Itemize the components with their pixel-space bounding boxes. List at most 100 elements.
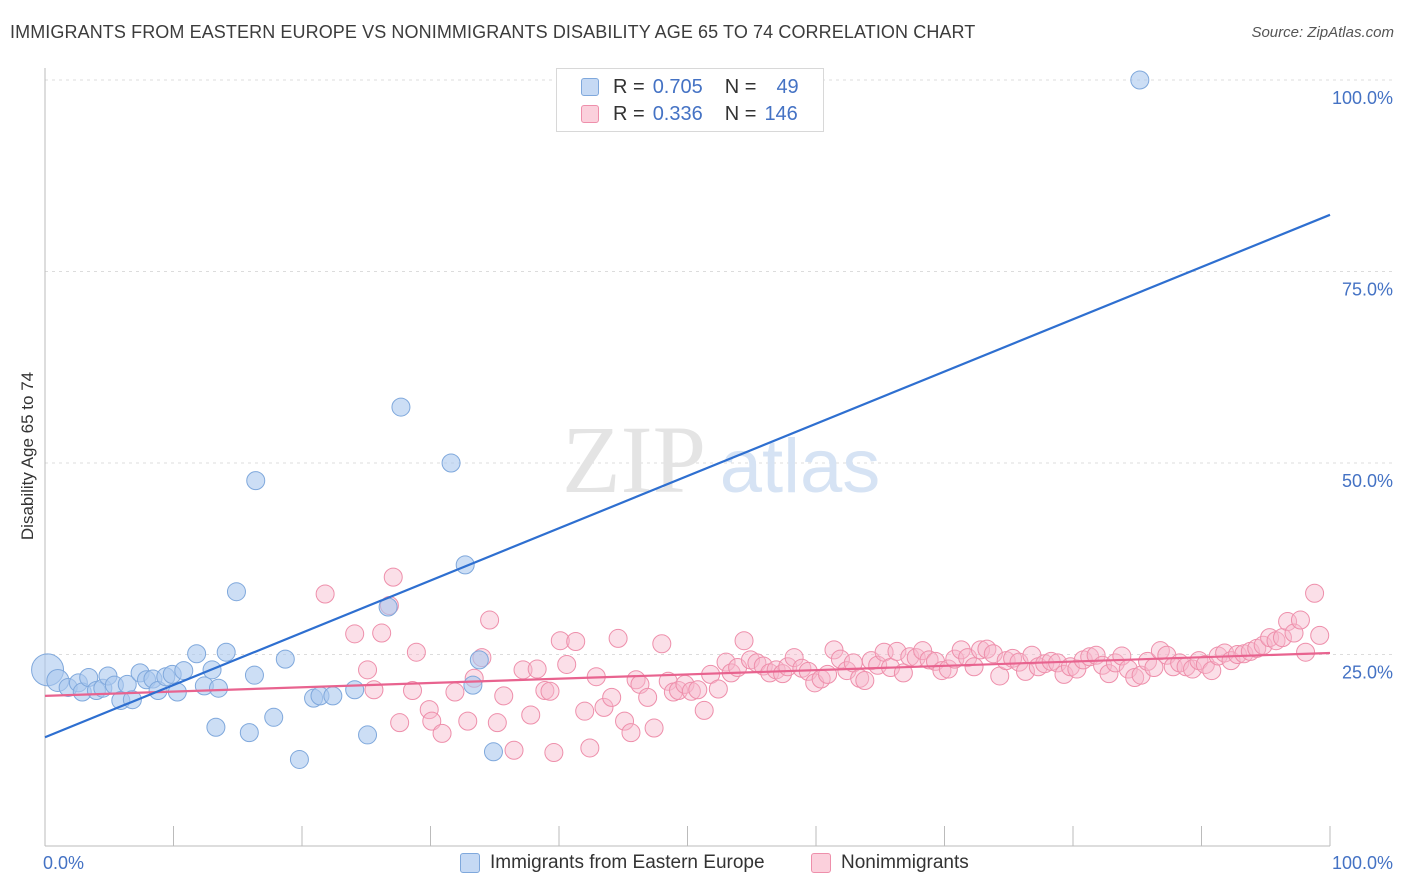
legend-series-name: Immigrants from Eastern Europe <box>490 852 765 873</box>
nonimmigrants-point <box>887 641 907 661</box>
series-legend: Immigrants from Eastern Europe Nonimmigr… <box>0 852 1406 878</box>
nonimmigrants-point <box>550 631 570 651</box>
eastern-europe-point <box>275 649 295 669</box>
nonimmigrants-point <box>345 624 365 644</box>
trend-lines <box>44 213 1331 739</box>
nonimmigrants-point <box>383 567 403 587</box>
nonimmigrants-point <box>487 713 507 733</box>
nonimmigrants-point <box>964 657 984 677</box>
nonimmigrants-point <box>540 681 560 701</box>
nonimmigrants-point <box>1305 583 1325 603</box>
nonimmigrants-point <box>544 743 564 763</box>
legend-n-label: N = <box>724 102 757 125</box>
nonimmigrants-point <box>951 640 971 660</box>
nonimmigrants-point <box>432 723 452 743</box>
nonimmigrants-point <box>557 654 577 674</box>
nonimmigrants-point <box>621 723 641 743</box>
nonimmigrants-point <box>575 701 595 721</box>
nonimmigrants-point <box>638 687 658 707</box>
legend-r-value: 0.336 <box>652 102 703 125</box>
legend-swatch-pink <box>811 853 831 873</box>
nonimmigrants-point <box>419 700 439 720</box>
eastern-europe-point <box>226 582 246 602</box>
nonimmigrants-point <box>1202 661 1222 681</box>
nonimmigrants-point <box>494 686 514 706</box>
legend-r-label: R = <box>613 75 645 98</box>
chart-title: IMMIGRANTS FROM EASTERN EUROPE VS NONIMM… <box>10 22 976 42</box>
eastern-europe-point <box>216 642 236 662</box>
y-tick-label: 75.0% <box>1342 280 1393 300</box>
axes <box>44 68 1331 847</box>
eastern-europe-point <box>239 723 259 743</box>
eastern-europe-trend-line <box>44 213 1331 739</box>
nonimmigrants-point <box>445 682 465 702</box>
nonimmigrants-point <box>681 681 701 701</box>
eastern-europe-point <box>463 675 483 695</box>
y-tick-label: 25.0% <box>1342 663 1393 683</box>
legend-swatch-pink <box>581 105 599 123</box>
nonimmigrants-point <box>608 628 628 648</box>
nonimmigrants-point <box>1067 659 1087 679</box>
legend-row-nonimmigrants: R = 0.336 N = 146 <box>581 101 798 127</box>
legend-n-value: 49 <box>776 75 799 98</box>
nonimmigrants-point <box>406 642 426 662</box>
eastern-europe-point <box>1130 70 1150 90</box>
nonimmigrants-point <box>364 680 384 700</box>
nonimmigrants-point <box>527 659 547 679</box>
eastern-europe-point <box>264 707 284 727</box>
x-tick-label: 0.0% <box>43 853 84 873</box>
nonimmigrants-point <box>372 623 392 643</box>
legend-n-label: N = <box>724 75 757 98</box>
nonimmigrants-point <box>504 740 524 760</box>
tick-labels: 25.0% 50.0% 75.0% 100.0% 0.0% 100.0% <box>43 88 1393 873</box>
gridlines <box>45 79 1392 655</box>
legend-item-eastern-europe: Immigrants from Eastern Europe <box>460 852 765 874</box>
eastern-europe-point <box>187 644 207 664</box>
nonimmigrants-point <box>1296 642 1316 662</box>
nonimmigrants-point <box>913 641 933 661</box>
nonimmigrants-point <box>734 631 754 651</box>
nonimmigrants-point <box>1290 610 1310 630</box>
y-axis-label: Disability Age 65 to 74 <box>18 371 37 541</box>
nonimmigrants-points <box>315 567 1330 763</box>
legend-r-label: R = <box>613 102 645 125</box>
eastern-europe-point <box>208 678 228 698</box>
nonimmigrants-point <box>521 705 541 725</box>
nonimmigrants-point <box>602 687 622 707</box>
legend-series-name: Nonimmigrants <box>841 852 969 873</box>
nonimmigrants-point <box>708 679 728 699</box>
nonimmigrants-point <box>1227 645 1247 664</box>
legend-swatch-blue <box>581 78 599 96</box>
watermark-atlas: atlas <box>720 424 881 509</box>
nonimmigrants-point <box>580 738 600 758</box>
nonimmigrants-point <box>644 718 664 738</box>
eastern-europe-point <box>289 749 309 769</box>
eastern-europe-point <box>358 725 378 745</box>
nonimmigrants-point <box>830 649 850 669</box>
eastern-europe-point <box>391 397 411 417</box>
y-tick-label: 50.0% <box>1342 471 1393 491</box>
eastern-europe-point <box>244 665 264 685</box>
legend-swatch-blue <box>460 853 480 873</box>
nonimmigrants-point <box>566 631 586 651</box>
nonimmigrants-point <box>824 640 844 660</box>
nonimmigrants-point <box>422 711 442 731</box>
nonimmigrants-point <box>694 700 714 720</box>
nonimmigrants-point <box>784 648 804 668</box>
legend-row-eastern-europe: R = 0.705 N = 49 <box>581 74 799 100</box>
eastern-europe-point <box>441 453 461 473</box>
nonimmigrants-point <box>615 711 635 731</box>
nonimmigrants-point <box>594 697 614 717</box>
nonimmigrants-point <box>535 681 555 701</box>
eastern-europe-point <box>206 717 226 737</box>
source-label: Source: ZipAtlas.com <box>1251 24 1394 41</box>
nonimmigrants-point <box>358 660 378 680</box>
nonimmigrants-point <box>818 664 838 684</box>
nonimmigrants-point <box>919 650 939 670</box>
nonimmigrants-point <box>900 647 920 667</box>
nonimmigrants-point <box>390 713 410 733</box>
nonimmigrants-point <box>315 584 335 604</box>
watermark-zip: ZIP <box>562 406 706 513</box>
eastern-europe-point <box>345 680 365 700</box>
